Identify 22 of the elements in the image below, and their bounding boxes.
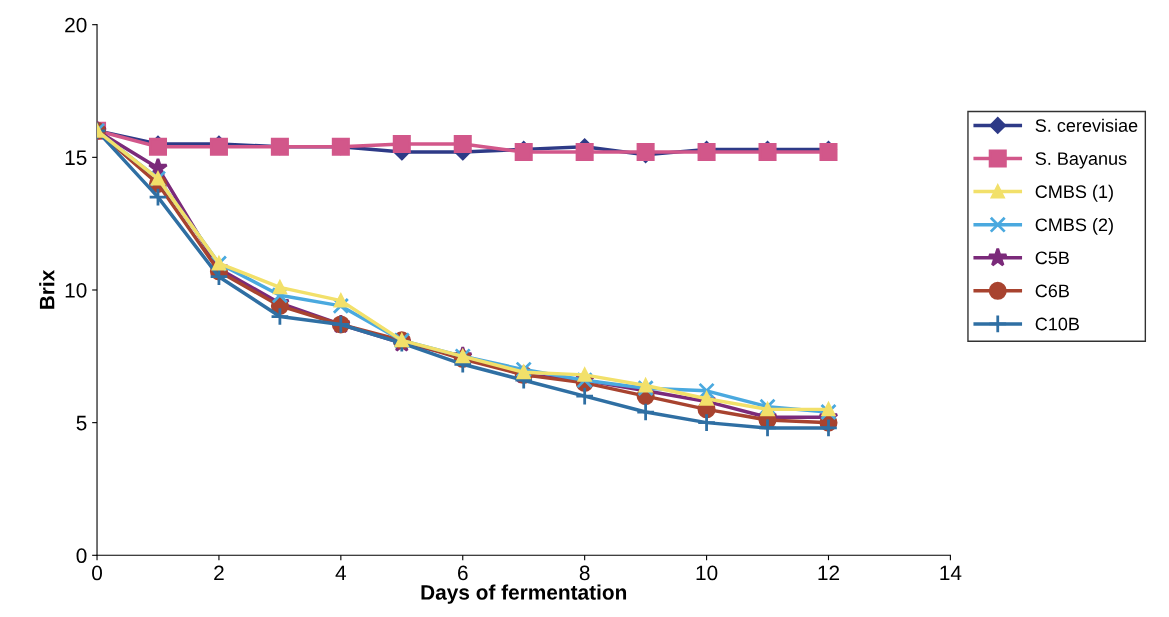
y-tick-label: 20	[65, 17, 87, 33]
legend-label: S. Bayanus	[1035, 152, 1127, 169]
x-tick-label: 6	[458, 565, 468, 581]
x-tick-label: 12	[818, 565, 840, 581]
legend-label: CMBS (1)	[1035, 184, 1113, 202]
legend-label: C10B	[1035, 317, 1079, 331]
y-tick-label: 10	[65, 282, 87, 298]
y-tick-label: 0	[76, 548, 87, 564]
y-tick-label: 15	[65, 150, 87, 166]
x-tick-label: 4	[335, 565, 347, 581]
y-tick-label: 5	[76, 415, 87, 431]
x-tick-label: 10	[696, 565, 718, 581]
x-axis-title: Days of fermentation	[421, 584, 627, 604]
x-tick-label: 14	[940, 565, 962, 581]
legend-label: C5B	[1035, 251, 1069, 265]
legend-label: S. cerevisiae	[1035, 118, 1138, 132]
x-tick-label: 0	[92, 565, 103, 581]
legend-label: C6B	[1035, 284, 1069, 298]
legend-label: CMBS (2)	[1035, 217, 1113, 235]
y-axis-title: Brix	[39, 269, 55, 309]
x-tick-label: 2	[214, 565, 224, 581]
x-tick-label: 8	[579, 565, 590, 581]
